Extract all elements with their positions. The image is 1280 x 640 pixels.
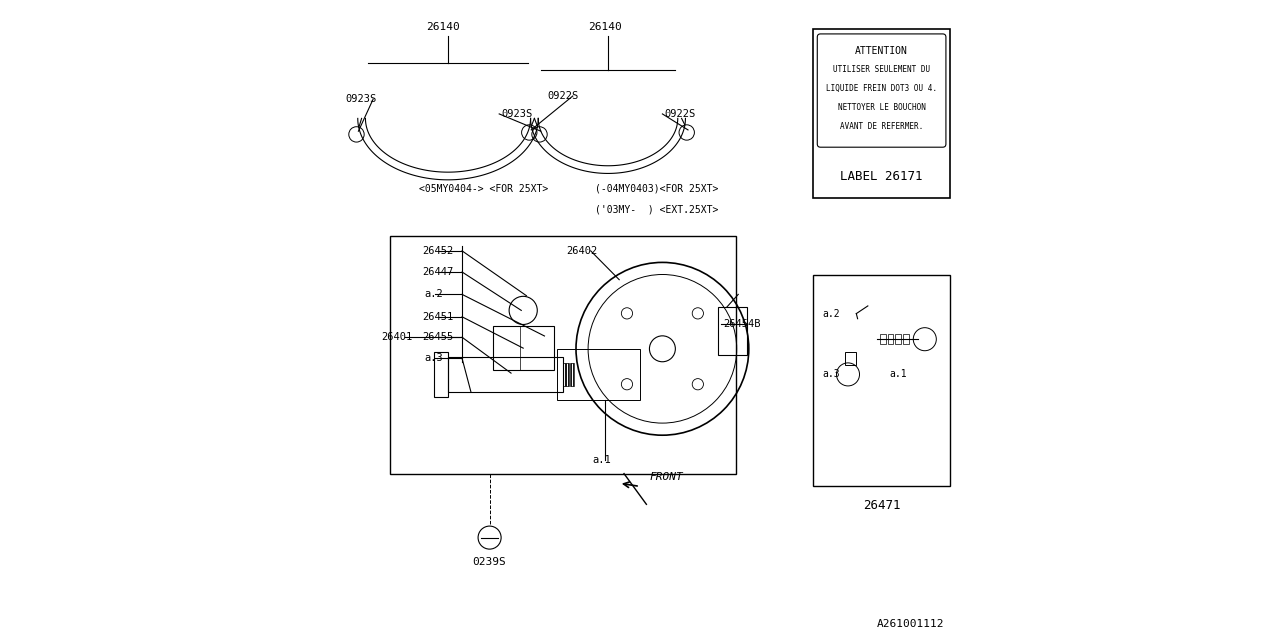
- Text: a.1: a.1: [591, 454, 611, 465]
- Text: 0923S: 0923S: [502, 109, 532, 119]
- Text: NETTOYER LE BOUCHON: NETTOYER LE BOUCHON: [837, 103, 925, 112]
- Bar: [570, 363, 571, 386]
- Text: a.2: a.2: [823, 308, 840, 319]
- Text: a.3: a.3: [823, 369, 840, 380]
- Text: a.1: a.1: [890, 369, 908, 380]
- Bar: [434, 352, 448, 397]
- Bar: [390, 236, 736, 474]
- Bar: [896, 334, 901, 344]
- Text: FRONT: FRONT: [650, 472, 684, 482]
- Bar: [904, 334, 909, 344]
- Text: 26140: 26140: [588, 22, 622, 32]
- Text: 26402: 26402: [566, 246, 598, 256]
- Bar: [557, 349, 640, 400]
- Text: a.3: a.3: [425, 353, 443, 364]
- Text: <05MY0404-> <FOR 25XT>: <05MY0404-> <FOR 25XT>: [420, 184, 548, 194]
- Text: 26451: 26451: [422, 312, 453, 322]
- Text: 26471: 26471: [863, 499, 900, 512]
- Bar: [493, 326, 554, 370]
- Text: a.2: a.2: [425, 289, 443, 300]
- Text: 0923S: 0923S: [346, 94, 376, 104]
- Text: 26401: 26401: [381, 332, 412, 342]
- Text: 0922S: 0922S: [548, 91, 579, 101]
- Text: ('03MY-  ) <EXT.25XT>: ('03MY- ) <EXT.25XT>: [595, 205, 718, 215]
- Bar: [718, 307, 748, 355]
- Bar: [564, 363, 566, 386]
- Bar: [845, 352, 856, 365]
- Text: UTILISER SEULEMENT DU: UTILISER SEULEMENT DU: [833, 65, 931, 74]
- Bar: [888, 334, 893, 344]
- Text: LIQUIDE FREIN DOT3 OU 4.: LIQUIDE FREIN DOT3 OU 4.: [826, 84, 937, 93]
- Text: 0922S: 0922S: [664, 109, 695, 119]
- Bar: [448, 357, 563, 392]
- Bar: [881, 334, 886, 344]
- Text: 26454B: 26454B: [723, 319, 760, 330]
- Bar: [568, 363, 570, 386]
- Bar: [813, 275, 950, 486]
- Text: A261001112: A261001112: [877, 619, 945, 629]
- Bar: [571, 363, 572, 386]
- Bar: [563, 363, 564, 386]
- Text: 26140: 26140: [426, 22, 460, 32]
- Text: ATTENTION: ATTENTION: [855, 46, 908, 56]
- Text: AVANT DE REFERMER.: AVANT DE REFERMER.: [840, 122, 923, 131]
- Text: 0239S: 0239S: [472, 557, 507, 567]
- Text: 26447: 26447: [422, 267, 453, 277]
- Text: (-04MY0403)<FOR 25XT>: (-04MY0403)<FOR 25XT>: [595, 184, 718, 194]
- Text: 26455: 26455: [422, 332, 453, 342]
- Bar: [573, 363, 575, 386]
- Bar: [813, 29, 950, 198]
- Text: 26452: 26452: [422, 246, 453, 256]
- Bar: [566, 363, 568, 386]
- Text: LABEL 26171: LABEL 26171: [841, 170, 923, 182]
